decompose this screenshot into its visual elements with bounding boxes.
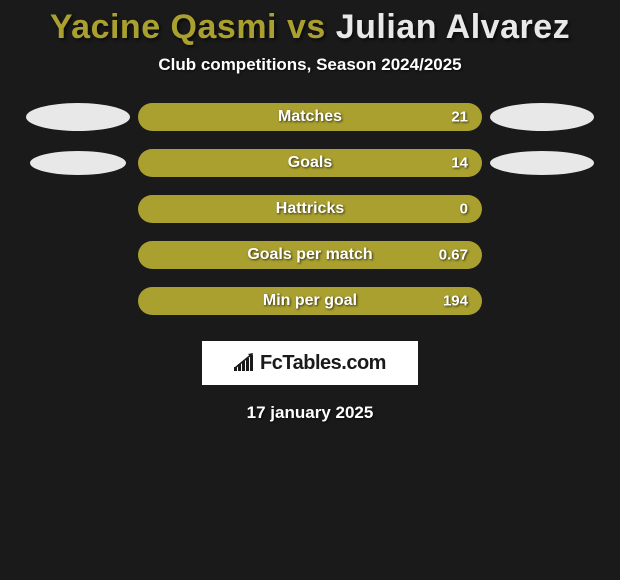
right-side (482, 151, 602, 175)
stat-label: Hattricks (276, 200, 344, 218)
right-ellipse (490, 103, 594, 131)
fctables-logo[interactable]: FcTables.com (202, 341, 418, 385)
stat-bar: Matches 21 (138, 103, 482, 131)
subtitle: Club competitions, Season 2024/2025 (0, 55, 620, 75)
stat-bar: Min per goal 194 (138, 287, 482, 315)
vs-text: vs (287, 8, 326, 46)
stat-value-right: 194 (443, 293, 468, 310)
date-text: 17 january 2025 (0, 403, 620, 423)
stat-label: Goals (288, 154, 332, 172)
stat-row-goals: Goals 14 (0, 149, 620, 177)
logo-text: FcTables.com (260, 352, 386, 375)
comparison-title: Yacine Qasmi vs Julian Alvarez (0, 8, 620, 47)
stat-row-hattricks: Hattricks 0 (0, 195, 620, 223)
stat-value-right: 14 (451, 155, 468, 172)
stat-bar: Goals per match 0.67 (138, 241, 482, 269)
stat-row-goals-per-match: Goals per match 0.67 (0, 241, 620, 269)
stat-row-min-per-goal: Min per goal 194 (0, 287, 620, 315)
stat-row-matches: Matches 21 (0, 103, 620, 131)
left-side (18, 151, 138, 175)
stat-value-right: 21 (451, 109, 468, 126)
left-ellipse (26, 103, 130, 131)
stat-label: Goals per match (247, 246, 372, 264)
bar-chart-icon (234, 353, 256, 373)
player1-name: Yacine Qasmi (50, 8, 277, 46)
stat-label: Min per goal (263, 292, 357, 310)
right-ellipse (490, 151, 594, 175)
stat-bar: Hattricks 0 (138, 195, 482, 223)
player2-name: Julian Alvarez (336, 8, 570, 46)
stat-value-right: 0.67 (439, 247, 468, 264)
left-side (18, 103, 138, 131)
stat-bar: Goals 14 (138, 149, 482, 177)
stats-rows: Matches 21 Goals 14 Hattricks 0 Goals per matc… (0, 103, 620, 315)
left-ellipse (30, 151, 126, 175)
stat-label: Matches (278, 108, 342, 126)
stat-value-right: 0 (460, 201, 468, 218)
right-side (482, 103, 602, 131)
